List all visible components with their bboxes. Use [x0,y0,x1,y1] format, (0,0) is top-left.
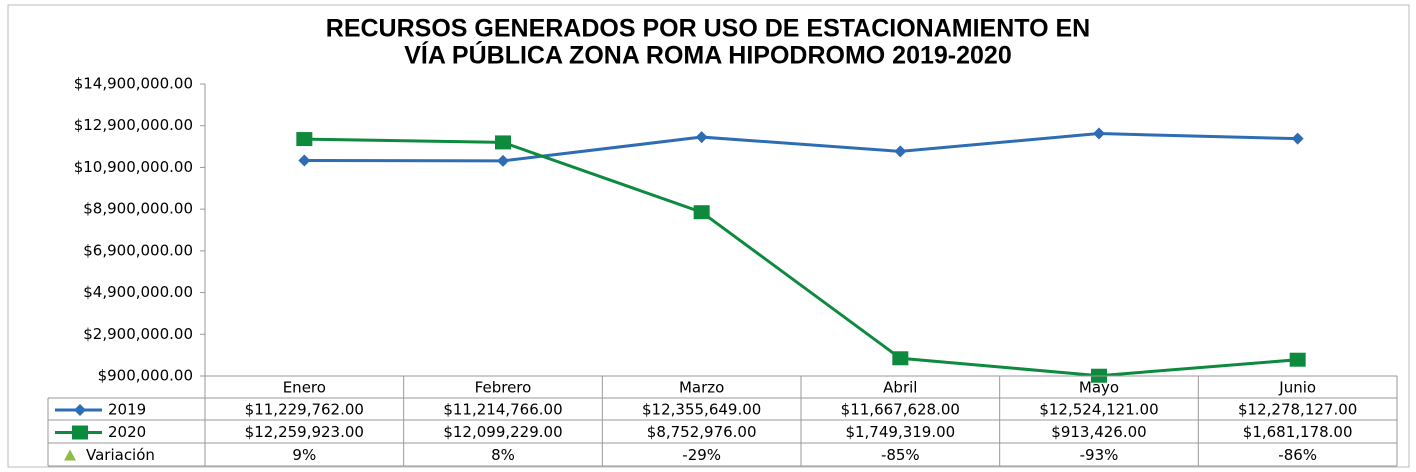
legend-label: 2019 [108,401,146,419]
chart-border [7,4,1410,468]
x-tick-label: Abril [883,379,917,397]
y-tick-label: $2,900,000.00 [83,325,193,343]
table-cell: $11,667,628.00 [841,401,960,419]
table-cell: $12,355,649.00 [642,401,761,419]
marker [892,351,909,366]
x-tick-label: Mayo [1079,379,1119,397]
marker [497,154,509,167]
table-cell: $1,681,178.00 [1243,423,1353,441]
legend-label: 2020 [108,423,146,441]
chart-title: VÍA PÚBLICA ZONA ROMA HIPODROMO 2019-202… [404,40,1012,70]
x-tick-label: Junio [1278,379,1316,397]
table-cell: $913,426.00 [1051,423,1146,441]
series-line [304,132,1298,163]
y-tick-label: $6,900,000.00 [83,241,193,259]
y-tick-label: $14,900,000.00 [74,75,193,93]
table-cell: $12,259,923.00 [245,423,364,441]
x-tick-label: Enero [283,379,326,397]
table-cell: $11,214,766.00 [443,401,562,419]
legend-label: Variación [86,446,155,464]
y-tick-label: $12,900,000.00 [74,116,193,134]
y-tick-label: $4,900,000.00 [83,283,193,301]
table-cell: $1,749,319.00 [845,423,955,441]
chart-title: RECURSOS GENERADOS POR USO DE ESTACIONAM… [326,15,1090,43]
marker [894,145,907,158]
marker [1093,127,1105,140]
y-tick-label: $10,900,000.00 [74,158,193,176]
table-cell: -86% [1278,446,1317,464]
table-cell: 9% [292,446,316,464]
table-cell: -85% [881,446,920,464]
x-tick-label: Febrero [475,379,532,397]
marker [1289,352,1306,367]
table-cell: $12,524,121.00 [1039,401,1158,419]
table-cell: $12,099,229.00 [443,423,562,441]
marker [1291,132,1304,145]
marker [298,154,311,167]
marker [495,135,511,150]
legend-marker [64,449,76,461]
marker [695,131,708,144]
marker [296,132,313,147]
y-tick-label: $8,900,000.00 [83,200,193,218]
table-cell: $8,752,976.00 [647,423,757,441]
legend-marker [72,425,88,440]
table-cell: 8% [491,446,515,464]
series-line [304,137,1298,378]
table-cell: $11,229,762.00 [245,401,364,419]
table-cell: -29% [682,446,721,464]
marker [693,205,710,220]
y-tick-label: $900,000.00 [98,367,193,385]
legend-marker [74,404,86,416]
table-cell: -93% [1080,446,1119,464]
x-tick-label: Marzo [679,379,724,397]
table-cell: $12,278,127.00 [1238,401,1357,419]
